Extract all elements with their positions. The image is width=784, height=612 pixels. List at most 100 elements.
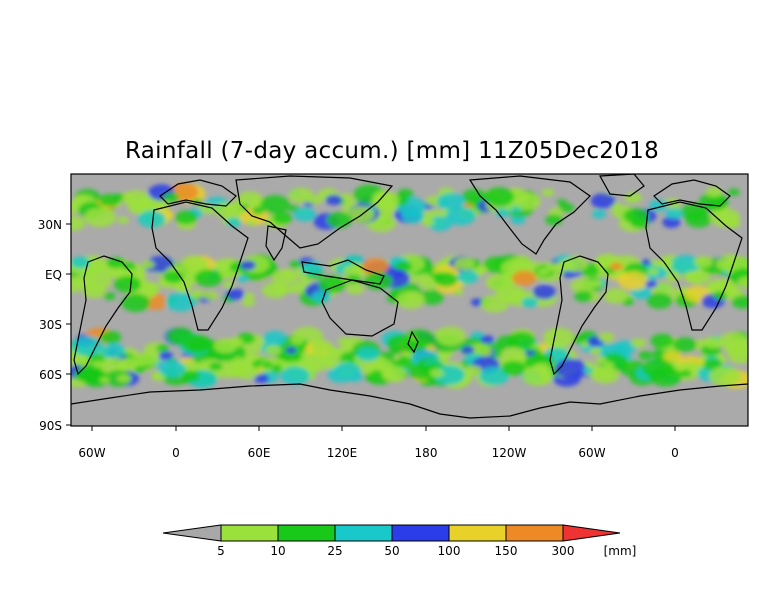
rain-blob: [84, 207, 117, 228]
rain-blob: [510, 215, 526, 225]
rain-blob: [243, 292, 255, 300]
rain-blob: [713, 291, 727, 300]
lat-label-60s: 60S: [39, 368, 62, 382]
rain-blob: [591, 279, 603, 287]
south-america-left: [73, 255, 133, 376]
coastlines: [71, 174, 748, 419]
colorbar-cell-50-100: [391, 524, 450, 542]
rain-blob: [285, 346, 297, 354]
lat-axis: [66, 223, 71, 426]
rain-blob: [445, 206, 476, 226]
africa-right: [645, 201, 743, 331]
europe: [159, 179, 237, 207]
rain-blob: [595, 357, 607, 365]
rain-blob: [194, 269, 223, 287]
rain-blob: [265, 345, 282, 356]
lat-label-90s: 90S: [39, 419, 62, 433]
rain-blob: [408, 363, 435, 380]
rain-blob: [271, 269, 297, 286]
rain-blob: [356, 347, 380, 362]
rain-blob: [263, 330, 287, 346]
rain-blob: [85, 373, 99, 382]
rain-blob: [545, 214, 563, 226]
colorbar-label-100: 100: [438, 544, 461, 558]
rain-blob: [532, 284, 556, 300]
rain-blob: [251, 206, 265, 215]
rain-blob: [300, 261, 323, 276]
rain-blob: [165, 292, 196, 312]
rain-blob: [574, 290, 593, 302]
rain-blob: [311, 339, 333, 354]
lon-label-120e: 120E: [327, 446, 358, 460]
rain-blob: [453, 288, 464, 295]
rain-blob: [650, 333, 674, 348]
rain-blob: [641, 259, 652, 266]
rain-blob: [645, 280, 658, 288]
rain-blob: [429, 368, 445, 378]
rain-blob: [333, 362, 362, 380]
rain-blob: [630, 338, 647, 348]
rain-blob: [670, 254, 701, 274]
rain-blob: [495, 208, 510, 218]
rain-blob: [732, 295, 748, 309]
rain-blob: [92, 360, 104, 368]
rain-blob: [293, 207, 316, 222]
rain-blob: [496, 335, 519, 349]
rain-blob: [480, 335, 495, 344]
colorbar-over-arrow: [562, 524, 621, 542]
lon-label-0-right: 0: [671, 446, 679, 460]
chart-title: Rainfall (7-day accum.) [mm] 11Z05Dec201…: [125, 138, 659, 164]
rain-blob: [176, 283, 191, 293]
lat-label-30n: 30N: [38, 218, 62, 232]
rain-blob: [699, 192, 729, 211]
rain-blob: [254, 373, 270, 384]
rain-blob: [158, 351, 173, 361]
rain-blob: [337, 337, 351, 346]
rain-blob: [556, 199, 567, 206]
rain-blob: [662, 216, 681, 228]
rain-blob: [501, 360, 526, 376]
new-zealand: [407, 330, 419, 354]
rain-blob: [284, 285, 298, 294]
rain-blob: [435, 326, 466, 346]
rain-blob: [624, 192, 642, 204]
map-frame: [70, 173, 749, 427]
rain-blob: [428, 216, 452, 232]
rain-blob: [453, 257, 475, 271]
rain-blob: [582, 367, 594, 374]
rain-blob: [262, 282, 288, 299]
rain-blob: [649, 366, 682, 387]
lon-axis: [91, 426, 676, 431]
rain-blob: [117, 216, 129, 224]
rain-blob: [630, 216, 650, 229]
map-panel: [70, 173, 749, 427]
rain-blob: [226, 288, 245, 300]
rain-blob: [484, 187, 515, 207]
rain-blob: [521, 297, 538, 308]
rain-blob: [142, 260, 155, 269]
rain-blob: [261, 361, 273, 369]
rain-blob: [590, 193, 616, 209]
rain-blob: [511, 270, 537, 286]
rain-blob: [374, 359, 394, 372]
rainfall-field: [71, 183, 748, 389]
rain-blob: [246, 219, 257, 226]
rain-blob: [591, 365, 620, 384]
rain-blob: [71, 215, 86, 231]
colorbar-unit: [mm]: [604, 544, 637, 558]
rain-blob: [189, 289, 205, 299]
rain-blob: [673, 337, 697, 353]
colorbar-cell-150-300: [505, 524, 564, 542]
antarctica: [71, 383, 748, 419]
colorbar-label-5: 5: [217, 544, 225, 558]
rain-blob: [318, 275, 347, 293]
colorbar-cell-100-150: [448, 524, 507, 542]
colorbar: [162, 524, 621, 542]
rain-blob: [158, 360, 186, 378]
rain-blob: [99, 376, 110, 383]
colorbar-cell-5-10: [220, 524, 279, 542]
rain-blob: [665, 271, 681, 282]
rain-blob: [719, 332, 748, 350]
rain-blob: [638, 350, 653, 361]
